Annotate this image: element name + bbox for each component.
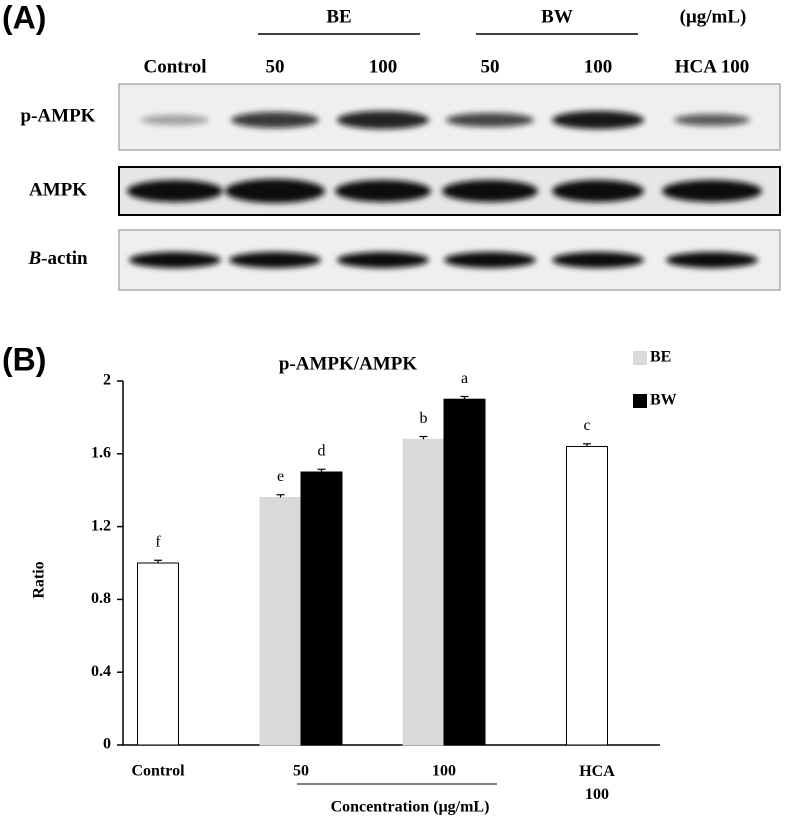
row-label: p-AMPK bbox=[21, 105, 96, 126]
blot-band bbox=[666, 252, 758, 268]
significance-letter: c bbox=[583, 417, 590, 434]
error-bar bbox=[276, 494, 285, 498]
error-bar bbox=[460, 395, 469, 400]
blot-band bbox=[337, 252, 429, 268]
blot-band bbox=[662, 180, 762, 202]
x-axis-label: Concentration (μg/mL) bbox=[331, 799, 490, 816]
row-label: -actin bbox=[41, 248, 88, 269]
row-label: AMPK bbox=[29, 179, 87, 200]
row-label-italic: B bbox=[27, 248, 41, 269]
row-label: B-actin bbox=[27, 248, 88, 269]
group-label: BE bbox=[326, 6, 351, 27]
blot-band bbox=[225, 179, 325, 203]
legend-label: BW bbox=[650, 392, 677, 409]
bar bbox=[137, 562, 179, 746]
significance-letter: e bbox=[277, 468, 284, 485]
lane-label: 100 bbox=[369, 56, 398, 77]
panel-b-label: (B) bbox=[2, 341, 46, 377]
legend-swatch bbox=[633, 351, 647, 365]
significance-letter: a bbox=[461, 370, 468, 387]
blot-band bbox=[442, 180, 538, 202]
legend-label: BE bbox=[650, 349, 671, 366]
y-tick-label: 2 bbox=[103, 372, 111, 389]
error-bar bbox=[317, 468, 326, 472]
blot-band bbox=[141, 115, 209, 125]
blot-band bbox=[129, 252, 221, 268]
chart-title: p-AMPK/AMPK bbox=[279, 353, 417, 374]
blot-band bbox=[552, 111, 644, 129]
blot-band bbox=[552, 252, 644, 268]
lane-label: 50 bbox=[266, 56, 285, 77]
unit-label: (μg/mL) bbox=[680, 6, 747, 27]
x-tick-label: 50 bbox=[293, 763, 309, 780]
blot-band bbox=[446, 113, 534, 127]
significance-letter: d bbox=[318, 443, 326, 460]
legend-swatch bbox=[633, 394, 647, 408]
error-bar bbox=[419, 435, 428, 440]
y-tick-label: 1.2 bbox=[91, 517, 111, 534]
significance-letter: f bbox=[155, 534, 161, 551]
bar bbox=[443, 398, 486, 746]
x-tick-label: 100 bbox=[432, 763, 456, 780]
error-bar bbox=[583, 443, 591, 447]
y-tick-label: 0.8 bbox=[91, 590, 111, 607]
blot-band bbox=[127, 180, 223, 202]
panel-a-label: (A) bbox=[2, 0, 46, 35]
lane-label: Control bbox=[144, 56, 207, 77]
blot-band bbox=[444, 252, 536, 268]
bar bbox=[300, 471, 343, 746]
blot-band bbox=[335, 180, 431, 202]
lane-label: 50 bbox=[481, 56, 500, 77]
bar bbox=[566, 446, 608, 746]
lane-label: HCA 100 bbox=[675, 56, 749, 77]
group-label: BW bbox=[541, 6, 573, 27]
blot-strip bbox=[118, 83, 781, 151]
bar bbox=[259, 496, 302, 746]
blot-band bbox=[231, 112, 319, 128]
blot-band bbox=[229, 252, 321, 268]
y-axis-label: Ratio bbox=[31, 561, 48, 598]
y-tick-label: 1.6 bbox=[91, 444, 111, 461]
significance-letter: b bbox=[420, 410, 428, 427]
y-tick-label: 0.4 bbox=[91, 663, 111, 680]
blot-band bbox=[552, 180, 644, 202]
x-tick-label: Control bbox=[131, 763, 185, 780]
error-bar bbox=[154, 559, 162, 563]
y-tick-label: 0 bbox=[103, 736, 111, 753]
blot-band bbox=[674, 114, 750, 126]
blot-band bbox=[337, 111, 429, 129]
bar bbox=[402, 438, 445, 746]
x-tick-label: HCA 100 bbox=[579, 763, 615, 803]
lane-label: 100 bbox=[584, 56, 613, 77]
